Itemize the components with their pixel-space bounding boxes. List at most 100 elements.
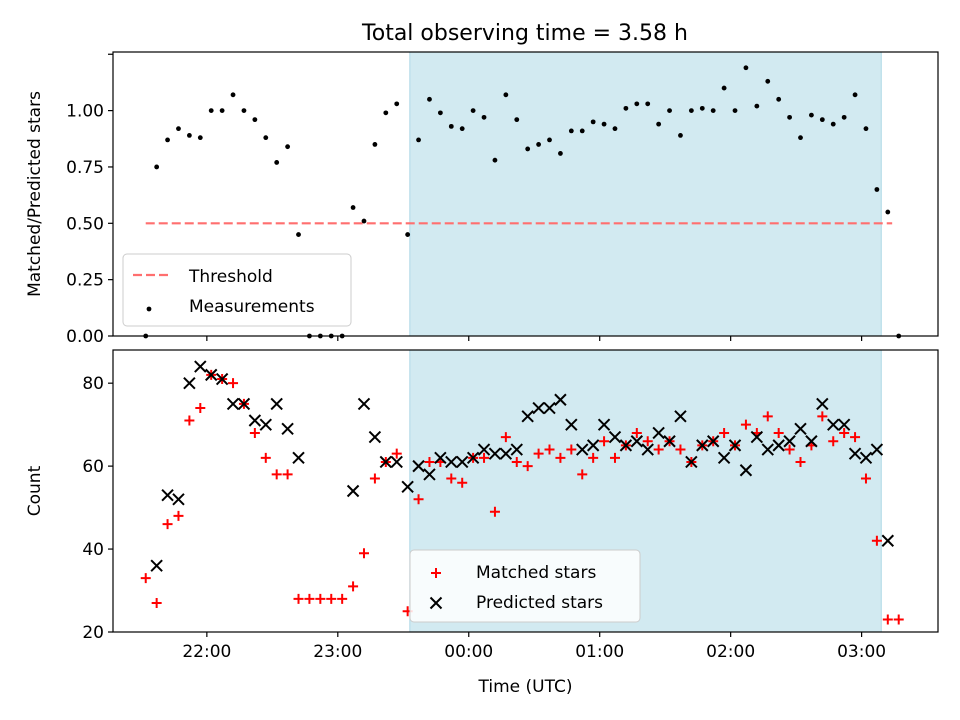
predicted-star-point	[761, 443, 774, 456]
data-point	[176, 126, 181, 132]
matched-star-point	[533, 448, 544, 459]
matched-star-point	[173, 510, 184, 521]
data-point	[481, 114, 487, 120]
predicted-star-point	[630, 435, 644, 448]
data-point	[459, 126, 465, 132]
data-point	[208, 108, 214, 114]
data-point	[154, 164, 160, 170]
matched-star-point	[260, 452, 271, 463]
data-point	[819, 117, 825, 123]
data-point	[568, 128, 574, 134]
matched-star-point	[839, 427, 850, 438]
predicted-star-point	[423, 468, 436, 481]
predicted-star-point	[750, 430, 764, 444]
data-point	[656, 121, 662, 127]
axes-frame	[112, 51, 939, 337]
predicted-star-point	[194, 360, 207, 373]
data-point	[678, 132, 683, 138]
matched-star-point	[457, 477, 468, 488]
x-tick-label: 01:00	[575, 642, 624, 662]
matched-star-point	[413, 494, 424, 505]
matched-star-point	[773, 427, 784, 438]
predicted-star-point	[728, 439, 742, 452]
figure-title: Total observing time = 3.58 h	[361, 21, 688, 46]
y-tick-label: 80	[82, 374, 104, 394]
predicted-star-point	[434, 451, 447, 465]
predicted-star-point	[565, 418, 578, 431]
matched-star-point	[446, 473, 457, 484]
data-point	[579, 128, 585, 134]
legend-box	[122, 253, 352, 327]
y-tick-label: 0.25	[66, 271, 104, 291]
predicted-star-point	[597, 418, 611, 431]
predicted-star-point	[859, 451, 873, 465]
data-point	[383, 110, 389, 116]
predicted-star-point	[663, 435, 676, 448]
legend-predicted-swatch	[429, 596, 443, 610]
predicted-star-point	[674, 410, 687, 423]
predicted-star-point	[837, 418, 851, 431]
matched-star-point	[719, 427, 730, 438]
matched-star-point	[599, 436, 610, 447]
y-tick-label: 0.75	[66, 158, 104, 178]
matched-star-point	[162, 519, 173, 530]
data-point	[754, 103, 760, 109]
predicted-star-point	[412, 459, 425, 473]
legend-label: Predicted stars	[476, 593, 603, 613]
predicted-star-point	[248, 414, 262, 427]
data-point	[623, 105, 629, 111]
predicted-star-point	[652, 426, 665, 440]
y-tick-label: 60	[82, 457, 104, 477]
predicted-star-point	[772, 439, 785, 452]
data-point	[841, 114, 847, 120]
data-point	[219, 108, 225, 114]
matched-star-point	[860, 473, 871, 484]
predicted-star-point	[226, 397, 240, 411]
predicted-star-point	[390, 455, 403, 469]
predicted-star-point	[205, 368, 218, 382]
predicted-star-point	[237, 397, 251, 411]
data-point	[350, 205, 356, 210]
predicted-star-point	[827, 418, 840, 431]
matched-star-point	[184, 415, 195, 426]
matched-star-point	[489, 506, 500, 517]
matched-star-point	[871, 535, 882, 546]
data-point	[394, 101, 400, 107]
predicted-star-point	[379, 455, 393, 469]
matched-star-point	[249, 427, 260, 438]
data-point	[274, 160, 280, 165]
matched-star-point	[358, 548, 369, 559]
matched-star-point	[609, 452, 620, 463]
data-point	[165, 137, 170, 143]
matched-star-point	[631, 427, 642, 438]
matched-star-point	[642, 436, 653, 447]
predicted-star-point	[401, 480, 414, 494]
data-point	[547, 137, 552, 143]
x-tick-label: 03:00	[837, 642, 886, 662]
predicted-star-point	[816, 397, 829, 411]
data-point	[590, 119, 596, 125]
predicted-star-point	[543, 401, 556, 415]
predicted-star-point	[346, 484, 360, 498]
data-point	[809, 112, 814, 118]
predicted-star-point	[554, 393, 567, 406]
predicted-star-point	[717, 451, 731, 465]
predicted-star-point	[150, 559, 163, 572]
legend: Matched stars Predicted stars	[409, 549, 641, 623]
data-point	[885, 209, 891, 215]
data-point	[296, 232, 301, 237]
predicted-star-point	[172, 493, 185, 506]
y-tick-label: 0.50	[66, 214, 104, 234]
predicted-star-point	[292, 451, 305, 465]
data-point	[197, 135, 203, 141]
predicted-star-point	[499, 447, 513, 460]
matched-star-point	[511, 456, 522, 467]
x-tick-label: 02:00	[706, 642, 755, 662]
data-point	[263, 135, 269, 141]
matched-star-point	[784, 444, 795, 455]
data-point	[874, 187, 880, 192]
data-point	[743, 65, 749, 71]
matched-star-point	[337, 593, 348, 604]
matched-star-point	[882, 614, 893, 625]
